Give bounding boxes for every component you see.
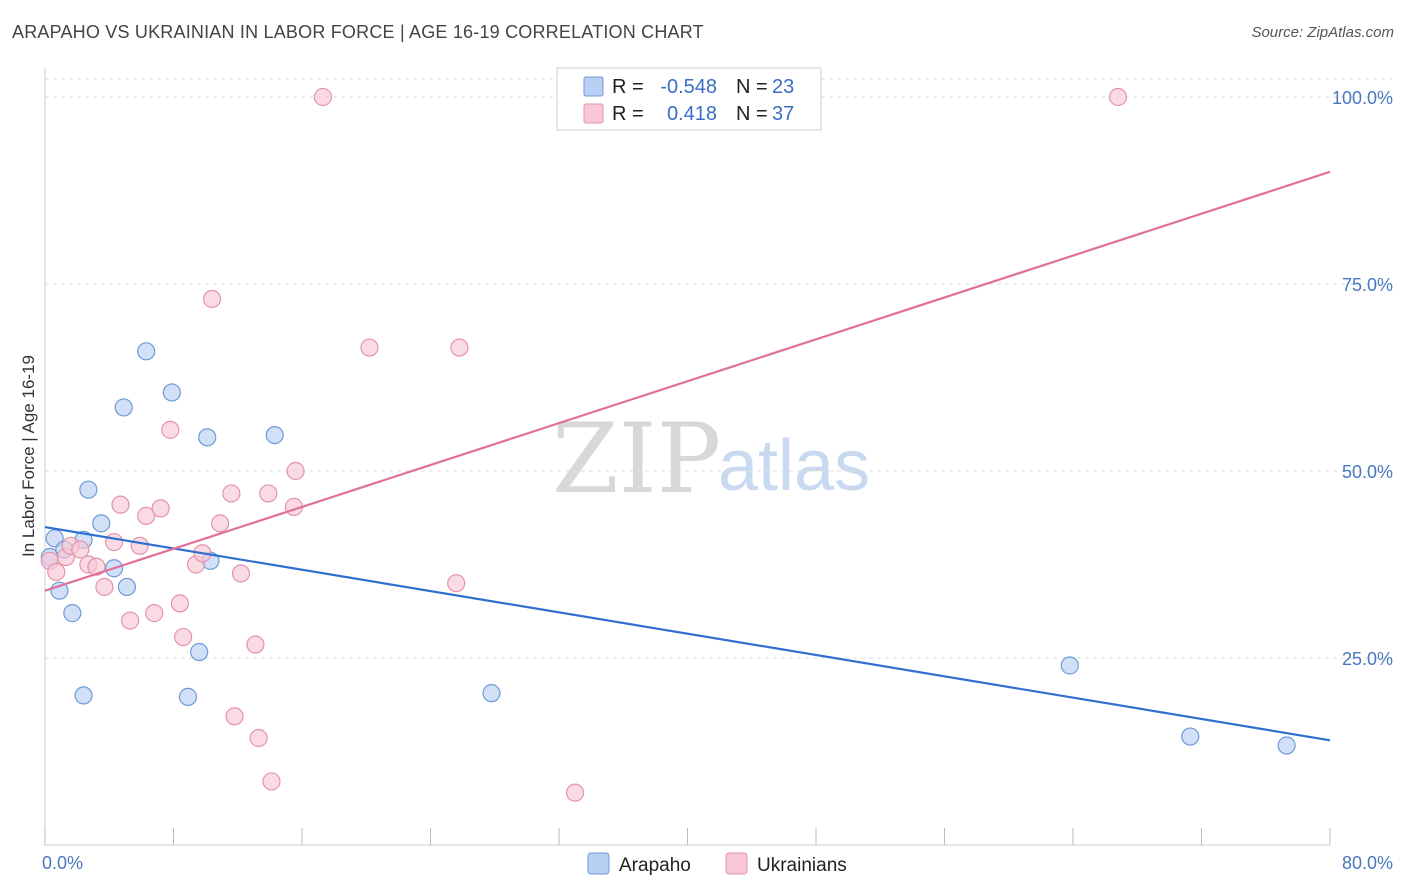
point-ukrainians-4 (71, 540, 90, 559)
point-arapaho-10 (114, 398, 133, 417)
point-ukrainians-8 (104, 532, 124, 552)
legend-n-value-ukrainians: 37 (772, 103, 794, 125)
point-arapaho-12 (137, 342, 156, 361)
trend-lines (44, 170, 1331, 742)
bottom-legend: Arapaho Ukrainians (587, 852, 847, 876)
legend-box: R = -0.548 N = 23 R = 0.418 N = 37 (556, 67, 822, 131)
point-arapaho-19 (482, 684, 501, 703)
y-tick-label-50: 50.0% (1342, 462, 1393, 482)
point-ukrainians-12 (137, 506, 156, 525)
x-tick-label-max: 80.0% (1342, 853, 1393, 873)
y-tick-label-25: 25.0% (1342, 649, 1393, 669)
point-arapaho-16 (198, 428, 217, 447)
trend-line-ukrainians (44, 170, 1331, 592)
point-arapaho-7 (79, 480, 98, 499)
point-ukrainians-6 (87, 557, 106, 576)
point-ukrainians-23 (225, 707, 244, 726)
bottom-legend-label-ukrainians: Ukrainians (757, 855, 847, 876)
point-ukrainians-15 (161, 420, 180, 439)
point-ukrainians-10 (121, 611, 140, 630)
point-ukrainians-1 (47, 562, 66, 582)
legend-r-label-arapaho: R = (612, 76, 644, 98)
point-ukrainians-32 (360, 338, 379, 357)
point-arapaho-6 (74, 686, 93, 705)
legend-n-value-arapaho: 23 (772, 76, 794, 98)
watermark-zip: ZIP (552, 403, 721, 515)
point-arapaho-14 (178, 687, 198, 706)
point-arapaho-15 (190, 642, 209, 662)
point-ukrainians-20 (202, 289, 222, 309)
legend-swatch-arapaho (583, 76, 604, 97)
point-ukrainians-27 (259, 484, 278, 503)
point-ukrainians-34 (450, 338, 469, 357)
point-ukrainians-22 (222, 484, 241, 503)
point-ukrainians-13 (145, 604, 164, 623)
watermark-atlas: atlas (718, 426, 870, 506)
point-ukrainians-33 (447, 574, 466, 593)
point-ukrainians-28 (262, 772, 281, 791)
point-ukrainians-25 (246, 635, 265, 654)
point-ukrainians-17 (174, 627, 193, 647)
trend-line-arapaho (44, 526, 1331, 742)
y-tick-label-100: 100.0% (1332, 88, 1393, 108)
point-arapaho-8 (92, 514, 111, 533)
point-ukrainians-26 (249, 728, 268, 748)
point-arapaho-18 (265, 425, 284, 445)
point-arapaho-20 (1060, 656, 1079, 675)
legend-swatch-ukrainians (583, 103, 604, 124)
bottom-legend-swatch-arapaho (587, 852, 610, 875)
legend-n-label-arapaho: N = (736, 76, 768, 98)
legend-r-value-arapaho: -0.548 (660, 76, 717, 98)
x-tick-label-min: 0.0% (42, 853, 83, 873)
bottom-legend-label-arapaho: Arapaho (619, 855, 691, 876)
point-arapaho-4 (63, 604, 82, 623)
point-arapaho-13 (162, 383, 181, 402)
point-ukrainians-11 (130, 536, 149, 555)
y-tick-label-75: 75.0% (1342, 275, 1393, 295)
point-ukrainians-21 (210, 514, 230, 533)
y-axis-label: In Labor Force | Age 16-19 (19, 355, 38, 557)
legend-r-label-ukrainians: R = (612, 103, 644, 125)
point-arapaho-22 (1277, 736, 1296, 755)
chart-source: Source: ZipAtlas.com (1251, 24, 1394, 41)
chart-title: ARAPAHO VS UKRAINIAN IN LABOR FORCE | AG… (12, 22, 704, 42)
point-ukrainians-16 (170, 594, 190, 613)
scatter-points (40, 87, 1296, 802)
point-arapaho-21 (1181, 727, 1200, 746)
point-ukrainians-24 (231, 564, 251, 583)
point-ukrainians-35 (565, 783, 585, 802)
point-ukrainians-9 (111, 495, 130, 514)
legend-n-label-ukrainians: N = (736, 103, 768, 125)
point-ukrainians-30 (286, 461, 305, 481)
point-ukrainians-7 (95, 577, 114, 597)
x-axis-ticks (44, 828, 1331, 845)
y-axis-tick-labels: 25.0% 50.0% 75.0% 100.0% (1332, 88, 1393, 669)
point-arapaho-11 (117, 577, 137, 597)
point-ukrainians-36 (1108, 87, 1128, 107)
legend-r-value-ukrainians: 0.418 (667, 103, 717, 125)
bottom-legend-swatch-ukrainians (725, 852, 748, 875)
point-ukrainians-31 (313, 87, 332, 107)
point-ukrainians-14 (151, 499, 170, 518)
